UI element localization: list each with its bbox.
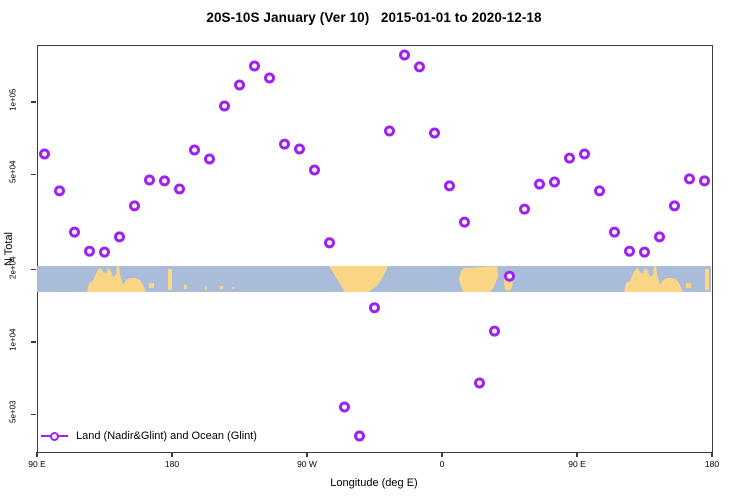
data-point <box>249 60 260 72</box>
y-tick-label: 5e+03 <box>8 400 18 424</box>
land-shape-new-caledonia <box>149 283 154 288</box>
data-point <box>234 79 245 91</box>
y-tick <box>31 341 36 343</box>
data-point <box>609 226 620 238</box>
data-point <box>369 302 380 314</box>
x-tick <box>306 452 308 457</box>
data-point <box>684 173 695 185</box>
land-shape-south-america <box>329 266 388 292</box>
y-axis-title: N Total <box>3 231 15 267</box>
y-tick-label: 1e+05 <box>8 88 18 111</box>
data-point <box>129 200 140 212</box>
data-point <box>624 245 635 257</box>
legend-circle-icon <box>50 431 59 441</box>
land-shape-africa <box>459 266 498 292</box>
data-point <box>474 377 485 389</box>
land-shape-cook-islands <box>205 287 207 290</box>
y-tick <box>31 269 36 271</box>
data-point <box>699 175 710 187</box>
x-tick-label: 90 W <box>297 459 317 469</box>
legend-label: Land (Nadir&Glint) and Ocean (Glint) <box>76 430 257 442</box>
data-point <box>519 203 530 215</box>
land-shape-new-caledonia-wrap <box>686 283 691 288</box>
land-shape-fiji-wrap <box>705 269 709 290</box>
land-shape-tahiti <box>220 286 223 289</box>
data-point <box>114 231 125 243</box>
x-tick-label: 180 <box>704 459 720 469</box>
data-point <box>414 61 425 73</box>
data-point <box>219 100 230 112</box>
data-point <box>579 148 590 160</box>
x-axis-title: Longitude (deg E) <box>330 477 418 489</box>
x-tick-label: 90 E <box>568 459 586 469</box>
land-shape-samoa <box>184 285 187 289</box>
data-point <box>144 174 155 186</box>
data-point <box>204 153 215 165</box>
plot-canvas <box>37 49 711 442</box>
data-point <box>279 138 290 150</box>
land-shape-fiji <box>168 269 172 290</box>
y-tick <box>31 413 36 415</box>
data-point <box>294 143 305 155</box>
land-shape-australia <box>87 266 146 292</box>
land-shape-australia-wrap <box>624 266 683 292</box>
data-point <box>564 152 575 164</box>
data-point <box>549 176 560 188</box>
data-point <box>69 226 80 238</box>
data-point <box>459 216 470 228</box>
data-point <box>159 175 170 187</box>
y-tick <box>31 101 36 103</box>
data-point <box>54 185 65 197</box>
data-point <box>39 148 50 160</box>
y-tick <box>31 173 36 175</box>
data-point <box>324 237 335 249</box>
data-point <box>354 430 365 442</box>
data-point <box>399 49 410 61</box>
y-tick-label: 5e+04 <box>8 160 18 184</box>
land-shape-tuamotu <box>232 287 234 289</box>
plot-area <box>37 45 713 453</box>
chart-title: 20S-10S January (Ver 10) 2015-01-01 to 2… <box>206 10 542 25</box>
legend: Land (Nadir&Glint) and Ocean (Glint) <box>41 429 257 443</box>
data-point <box>99 246 110 258</box>
data-point <box>594 185 605 197</box>
data-point <box>174 183 185 195</box>
x-tick <box>36 452 38 457</box>
data-point <box>309 164 320 176</box>
x-tick <box>171 452 173 457</box>
data-point <box>534 178 545 190</box>
x-tick <box>441 452 443 457</box>
data-point <box>669 200 680 212</box>
data-point <box>639 246 650 258</box>
data-point <box>444 180 455 192</box>
data-point <box>654 231 665 243</box>
data-point <box>264 72 275 84</box>
data-point <box>429 127 440 139</box>
legend-marker-icon <box>41 429 68 443</box>
data-point <box>384 125 395 137</box>
data-point <box>84 245 95 257</box>
data-point <box>339 401 350 413</box>
x-tick <box>576 452 578 457</box>
x-tick <box>711 452 713 457</box>
y-tick-label: 1e+04 <box>8 328 18 351</box>
x-tick-label: 90 E <box>28 459 46 469</box>
data-point <box>189 144 200 156</box>
data-point <box>489 325 500 337</box>
x-tick-label: 180 <box>164 459 180 469</box>
data-point <box>504 270 515 282</box>
x-tick-label: 0 <box>439 459 445 469</box>
